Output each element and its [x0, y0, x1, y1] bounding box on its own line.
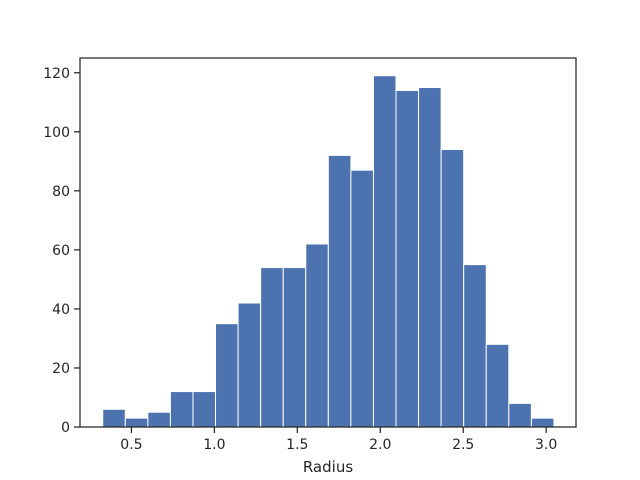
- y-tick-label: 0: [61, 420, 70, 436]
- histogram-bar: [418, 87, 442, 428]
- y-tick-label: 100: [43, 125, 70, 141]
- histogram-bar: [463, 264, 487, 428]
- y-tick-label: 20: [52, 361, 70, 377]
- histogram-bar: [305, 243, 329, 428]
- histogram-bar: [124, 417, 149, 428]
- histogram-bar: [147, 411, 171, 428]
- y-axis-ticks: 0 20 40 60 80 100 120: [43, 66, 80, 436]
- histogram-bar: [372, 75, 397, 428]
- bars-group: [102, 75, 555, 428]
- histogram-bar: [508, 402, 532, 428]
- histogram-bar: [440, 149, 465, 428]
- x-tick-label: 1.5: [286, 437, 308, 453]
- x-tick-label: 0.5: [120, 437, 142, 453]
- x-tick-label: 1.0: [203, 437, 225, 453]
- histogram-bar: [237, 302, 262, 428]
- histogram-bar: [530, 417, 555, 428]
- histogram-bar: [485, 343, 510, 428]
- x-tick-label: 2.5: [452, 437, 474, 453]
- histogram-bar: [192, 391, 217, 428]
- y-tick-label: 80: [52, 184, 70, 200]
- histogram-bar: [327, 154, 352, 428]
- histogram-bar: [260, 267, 284, 428]
- x-axis-label: Radius: [303, 458, 353, 476]
- histogram-bar: [102, 408, 126, 428]
- histogram-bar: [282, 267, 307, 428]
- y-tick-label: 40: [52, 302, 70, 318]
- histogram-bar: [215, 323, 239, 428]
- y-tick-label: 120: [43, 66, 70, 82]
- x-tick-label: 2.0: [369, 437, 391, 453]
- histogram-bar: [350, 169, 374, 428]
- plot-frame: [79, 57, 577, 428]
- histogram-bar: [395, 89, 420, 428]
- x-axis-ticks: 0.5 1.0 1.5 2.0 2.5 3.0: [120, 427, 557, 453]
- histogram-bar: [169, 391, 194, 428]
- x-tick-label: 3.0: [535, 437, 557, 453]
- y-tick-label: 60: [52, 243, 70, 259]
